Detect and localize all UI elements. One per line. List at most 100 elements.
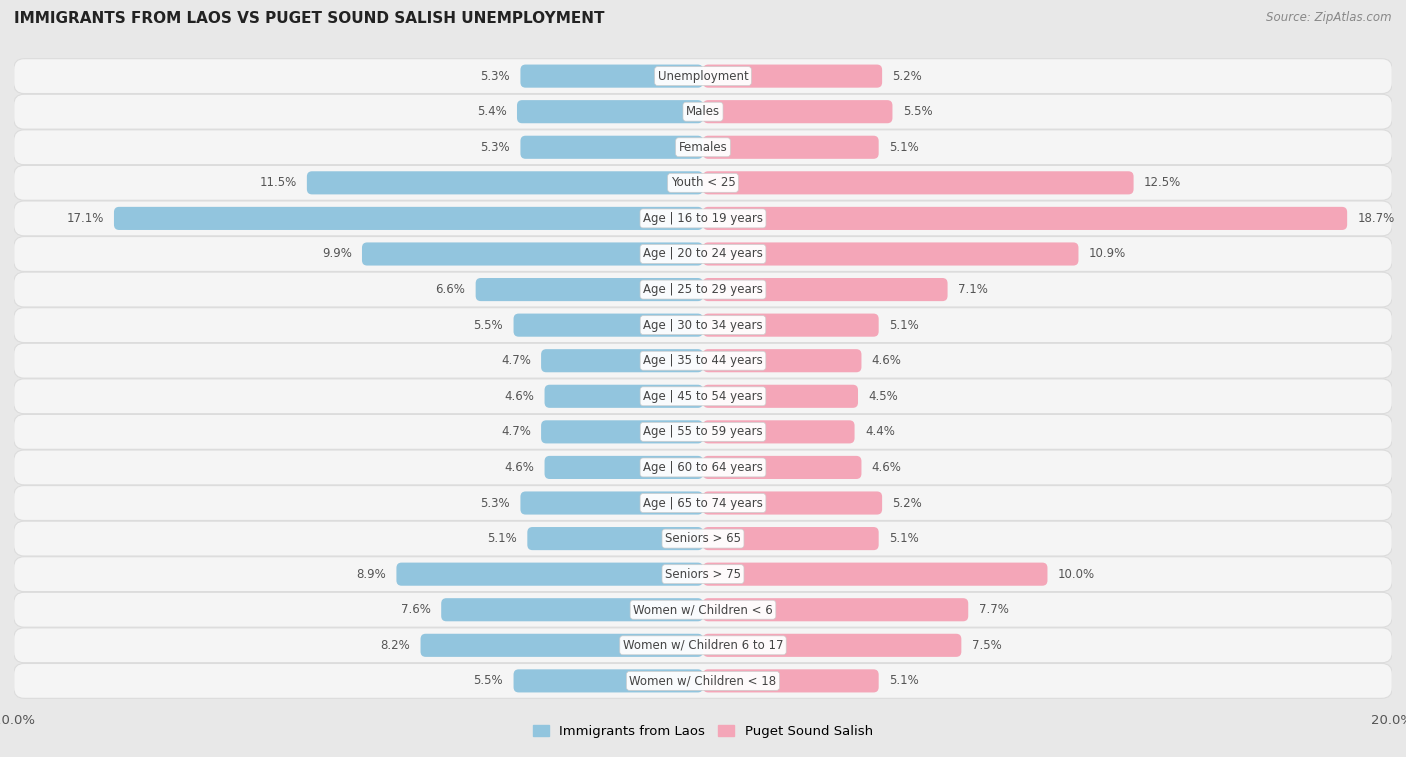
Text: Age | 35 to 44 years: Age | 35 to 44 years: [643, 354, 763, 367]
Text: 7.1%: 7.1%: [957, 283, 988, 296]
FancyBboxPatch shape: [420, 634, 703, 657]
FancyBboxPatch shape: [14, 378, 1392, 414]
Text: Women w/ Children < 18: Women w/ Children < 18: [630, 674, 776, 687]
FancyBboxPatch shape: [14, 414, 1392, 450]
Text: Seniors > 75: Seniors > 75: [665, 568, 741, 581]
Text: 4.4%: 4.4%: [865, 425, 894, 438]
FancyBboxPatch shape: [703, 313, 879, 337]
Text: 11.5%: 11.5%: [259, 176, 297, 189]
Text: 5.2%: 5.2%: [893, 497, 922, 509]
FancyBboxPatch shape: [520, 491, 703, 515]
FancyBboxPatch shape: [14, 307, 1392, 343]
Text: IMMIGRANTS FROM LAOS VS PUGET SOUND SALISH UNEMPLOYMENT: IMMIGRANTS FROM LAOS VS PUGET SOUND SALI…: [14, 11, 605, 26]
FancyBboxPatch shape: [703, 349, 862, 372]
Text: 7.5%: 7.5%: [972, 639, 1001, 652]
FancyBboxPatch shape: [703, 669, 879, 693]
Text: Women w/ Children < 6: Women w/ Children < 6: [633, 603, 773, 616]
FancyBboxPatch shape: [544, 385, 703, 408]
FancyBboxPatch shape: [541, 420, 703, 444]
FancyBboxPatch shape: [703, 527, 879, 550]
Text: Age | 55 to 59 years: Age | 55 to 59 years: [643, 425, 763, 438]
FancyBboxPatch shape: [703, 64, 882, 88]
Text: Unemployment: Unemployment: [658, 70, 748, 83]
FancyBboxPatch shape: [527, 527, 703, 550]
Text: 4.5%: 4.5%: [869, 390, 898, 403]
Text: Males: Males: [686, 105, 720, 118]
Text: 8.9%: 8.9%: [356, 568, 387, 581]
FancyBboxPatch shape: [14, 450, 1392, 485]
Text: 5.4%: 5.4%: [477, 105, 506, 118]
FancyBboxPatch shape: [14, 201, 1392, 236]
FancyBboxPatch shape: [703, 634, 962, 657]
Text: 4.7%: 4.7%: [501, 354, 531, 367]
FancyBboxPatch shape: [513, 669, 703, 693]
FancyBboxPatch shape: [541, 349, 703, 372]
Text: 12.5%: 12.5%: [1144, 176, 1181, 189]
FancyBboxPatch shape: [520, 136, 703, 159]
Text: 4.6%: 4.6%: [872, 461, 901, 474]
Text: 6.6%: 6.6%: [436, 283, 465, 296]
Text: 5.3%: 5.3%: [481, 497, 510, 509]
Text: 9.9%: 9.9%: [322, 248, 352, 260]
Text: Youth < 25: Youth < 25: [671, 176, 735, 189]
FancyBboxPatch shape: [703, 171, 1133, 195]
Text: Age | 16 to 19 years: Age | 16 to 19 years: [643, 212, 763, 225]
Text: Age | 45 to 54 years: Age | 45 to 54 years: [643, 390, 763, 403]
Text: 4.6%: 4.6%: [505, 390, 534, 403]
FancyBboxPatch shape: [14, 343, 1392, 378]
FancyBboxPatch shape: [14, 628, 1392, 662]
FancyBboxPatch shape: [703, 242, 1078, 266]
Text: 5.5%: 5.5%: [903, 105, 932, 118]
Text: 5.1%: 5.1%: [889, 532, 918, 545]
Text: 5.1%: 5.1%: [889, 141, 918, 154]
FancyBboxPatch shape: [703, 562, 1047, 586]
Text: 8.2%: 8.2%: [381, 639, 411, 652]
Text: Females: Females: [679, 141, 727, 154]
Text: Women w/ Children 6 to 17: Women w/ Children 6 to 17: [623, 639, 783, 652]
FancyBboxPatch shape: [14, 59, 1392, 94]
Text: 18.7%: 18.7%: [1358, 212, 1395, 225]
FancyBboxPatch shape: [703, 136, 879, 159]
FancyBboxPatch shape: [703, 420, 855, 444]
FancyBboxPatch shape: [703, 207, 1347, 230]
Text: 7.6%: 7.6%: [401, 603, 430, 616]
Text: 7.7%: 7.7%: [979, 603, 1008, 616]
Text: 10.0%: 10.0%: [1057, 568, 1095, 581]
Text: Age | 20 to 24 years: Age | 20 to 24 years: [643, 248, 763, 260]
FancyBboxPatch shape: [14, 236, 1392, 272]
FancyBboxPatch shape: [14, 130, 1392, 165]
Text: 5.3%: 5.3%: [481, 70, 510, 83]
FancyBboxPatch shape: [14, 592, 1392, 627]
FancyBboxPatch shape: [361, 242, 703, 266]
FancyBboxPatch shape: [14, 556, 1392, 591]
Text: 5.1%: 5.1%: [889, 319, 918, 332]
Text: Age | 65 to 74 years: Age | 65 to 74 years: [643, 497, 763, 509]
Text: 5.1%: 5.1%: [889, 674, 918, 687]
FancyBboxPatch shape: [14, 485, 1392, 521]
FancyBboxPatch shape: [544, 456, 703, 479]
FancyBboxPatch shape: [14, 663, 1392, 698]
Text: 5.2%: 5.2%: [893, 70, 922, 83]
Text: 4.6%: 4.6%: [505, 461, 534, 474]
FancyBboxPatch shape: [14, 521, 1392, 556]
Text: Source: ZipAtlas.com: Source: ZipAtlas.com: [1267, 11, 1392, 24]
Text: Seniors > 65: Seniors > 65: [665, 532, 741, 545]
FancyBboxPatch shape: [14, 166, 1392, 201]
FancyBboxPatch shape: [114, 207, 703, 230]
Text: Age | 30 to 34 years: Age | 30 to 34 years: [643, 319, 763, 332]
FancyBboxPatch shape: [703, 278, 948, 301]
Text: 5.3%: 5.3%: [481, 141, 510, 154]
FancyBboxPatch shape: [441, 598, 703, 621]
FancyBboxPatch shape: [703, 598, 969, 621]
Text: Age | 25 to 29 years: Age | 25 to 29 years: [643, 283, 763, 296]
FancyBboxPatch shape: [307, 171, 703, 195]
FancyBboxPatch shape: [517, 100, 703, 123]
FancyBboxPatch shape: [475, 278, 703, 301]
FancyBboxPatch shape: [513, 313, 703, 337]
FancyBboxPatch shape: [703, 100, 893, 123]
FancyBboxPatch shape: [14, 95, 1392, 129]
FancyBboxPatch shape: [520, 64, 703, 88]
FancyBboxPatch shape: [703, 456, 862, 479]
FancyBboxPatch shape: [703, 491, 882, 515]
Text: 5.1%: 5.1%: [488, 532, 517, 545]
